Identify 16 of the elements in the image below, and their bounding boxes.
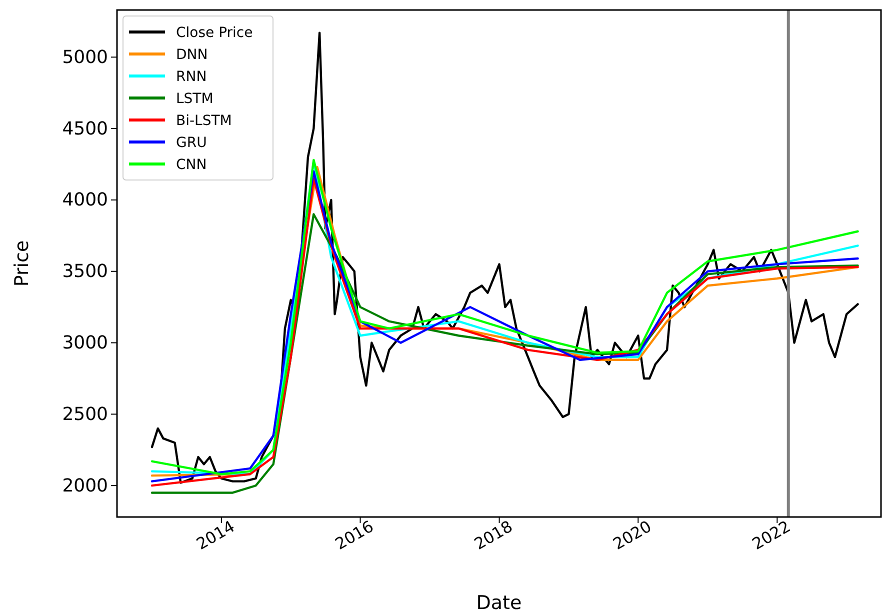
x-axis-title: Date bbox=[476, 592, 522, 614]
legend-label: RNN bbox=[176, 68, 207, 85]
legend-label: DNN bbox=[176, 46, 208, 63]
y-tick-label: 4500 bbox=[62, 118, 108, 140]
y-tick-label: 3000 bbox=[62, 332, 108, 354]
y-tick-label: 5000 bbox=[62, 46, 108, 68]
y-axis-title: Price bbox=[11, 240, 33, 287]
legend-label: Close Price bbox=[176, 24, 253, 41]
legend-label: GRU bbox=[176, 134, 207, 151]
y-tick-label: 3500 bbox=[62, 261, 108, 282]
legend-label: Bi-LSTM bbox=[176, 112, 232, 129]
y-tick-label: 4000 bbox=[62, 190, 108, 211]
legend-label: CNN bbox=[176, 156, 207, 173]
legend-label: LSTM bbox=[176, 90, 214, 107]
y-tick-label: 2000 bbox=[62, 475, 108, 496]
y-tick-label: 2500 bbox=[62, 404, 108, 425]
